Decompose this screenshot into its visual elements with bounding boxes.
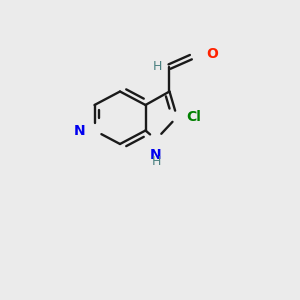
Text: Cl: Cl bbox=[186, 110, 201, 124]
Text: N: N bbox=[74, 124, 85, 137]
Text: H: H bbox=[153, 60, 162, 73]
Text: N: N bbox=[150, 148, 162, 162]
Text: O: O bbox=[206, 47, 218, 61]
Text: H: H bbox=[151, 155, 161, 168]
